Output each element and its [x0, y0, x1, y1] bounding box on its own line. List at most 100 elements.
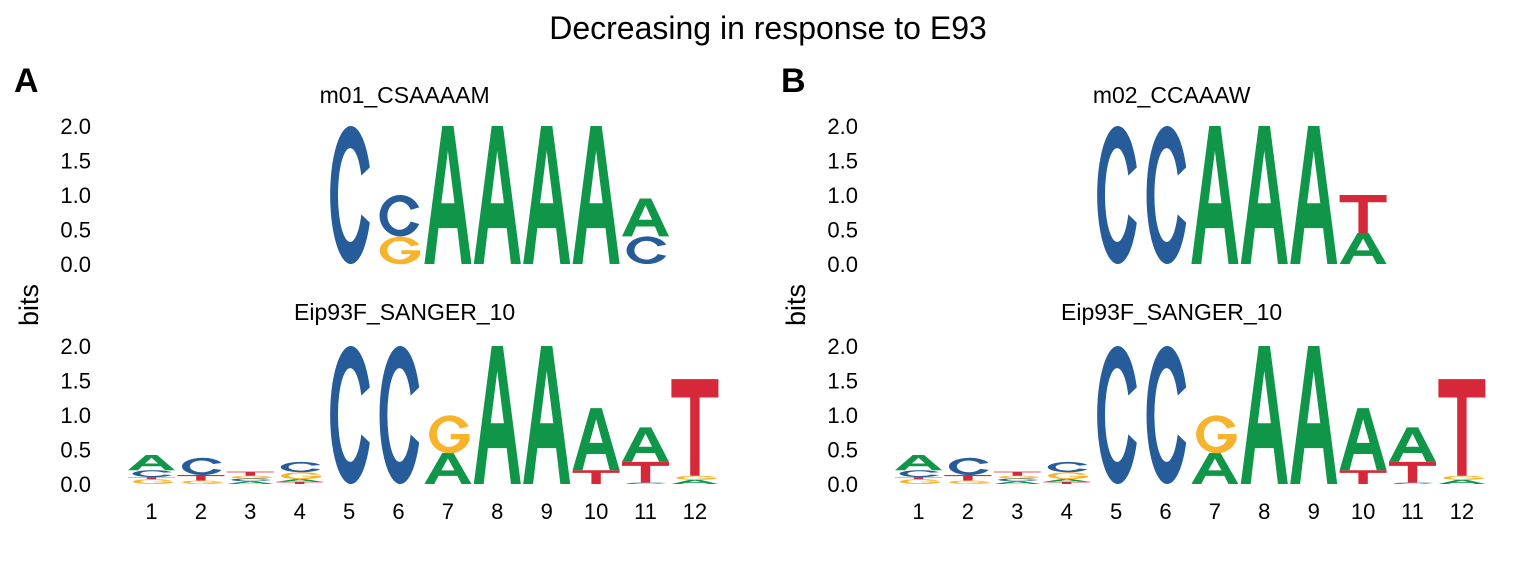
logo-letter-a — [128, 455, 175, 471]
logo-letter-t — [128, 477, 175, 480]
logo-letter-c — [1047, 461, 1088, 473]
logo-letter-c — [330, 126, 370, 264]
logo-letter-a — [226, 481, 274, 484]
logo-letter-c — [626, 236, 667, 264]
logo-title: m01_CSAAAAM — [320, 82, 490, 108]
logo-letter-a — [1043, 479, 1091, 482]
logo-letter-a — [1290, 346, 1338, 484]
y-axis-label: bits — [781, 284, 811, 326]
logo-letter-c — [1146, 126, 1187, 264]
logo-letter-c — [1393, 482, 1434, 484]
x-tick-label: 6 — [1159, 499, 1171, 524]
logo-letter-a — [572, 408, 620, 471]
logo-letter-g — [429, 415, 470, 454]
logo-letter-a — [1240, 346, 1288, 484]
logo-letter-c — [1097, 346, 1137, 484]
logo-letter-t — [572, 470, 620, 484]
x-tick-label: 10 — [1351, 499, 1375, 524]
x-tick-label: 3 — [244, 499, 256, 524]
logo-letter-a — [473, 346, 521, 484]
logo-letter-t — [1438, 379, 1486, 476]
logo-letter-t — [993, 471, 1041, 476]
logo-title: m02_CCAAAW — [1093, 82, 1251, 108]
x-tick-label: 11 — [634, 499, 657, 524]
y-tick-label: 0.0 — [60, 252, 91, 277]
y-tick-label: 1.5 — [60, 369, 91, 394]
logo-letter-c — [1146, 346, 1187, 484]
logo-letter-t — [622, 461, 669, 483]
logo-letter-c — [1097, 126, 1137, 264]
logo-letter-a — [572, 126, 620, 264]
x-tick-label: 12 — [683, 499, 707, 524]
y-tick-label: 1.0 — [60, 403, 91, 428]
logo-letter-c — [379, 195, 420, 237]
x-tick-label: 12 — [1450, 499, 1474, 524]
logo-letter-c — [948, 457, 989, 476]
logo-letter-g — [899, 479, 941, 485]
x-tick-label: 3 — [1011, 499, 1023, 524]
logo-letter-t — [944, 475, 992, 481]
x-tick-label: 1 — [145, 499, 157, 524]
y-tick-label: 1.0 — [827, 183, 858, 208]
logo-letter-g — [379, 236, 421, 265]
x-tick-label: 6 — [392, 499, 404, 524]
logo-letter-a — [895, 455, 942, 471]
logo-letter-a — [523, 126, 571, 264]
logo-letter-a — [1438, 479, 1486, 484]
x-tick-label: 5 — [1110, 499, 1122, 524]
logo-title: Eip93F_SANGER_10 — [1061, 299, 1282, 325]
logo-letter-g — [1196, 415, 1237, 454]
x-tick-label: 7 — [1209, 499, 1221, 524]
logo-letter-c — [231, 478, 271, 482]
panel-letter: A — [14, 62, 39, 100]
x-tick-label: 1 — [912, 499, 924, 524]
logo-letter-a — [473, 126, 521, 264]
logo-letter-a — [622, 198, 669, 237]
logo-letter-a — [1389, 427, 1436, 462]
figure-title: Decreasing in response to E93 — [549, 10, 987, 46]
logo-letter-a — [523, 346, 571, 484]
y-tick-label: 0.5 — [60, 218, 91, 243]
y-tick-label: 0.5 — [827, 218, 858, 243]
logo-letter-c — [379, 346, 420, 484]
logo-letter-t — [226, 471, 274, 476]
logo-letter-c — [998, 478, 1038, 482]
logo-letter-g — [1047, 472, 1089, 480]
logo-letter-t — [1339, 470, 1387, 484]
x-tick-label: 7 — [442, 499, 454, 524]
x-tick-label: 10 — [584, 499, 608, 524]
logo-letter-a — [1290, 126, 1338, 264]
y-tick-label: 2.0 — [827, 114, 858, 139]
y-tick-label: 1.5 — [827, 149, 858, 174]
logo-letter-c — [330, 346, 370, 484]
logo-letter-g — [998, 475, 1039, 479]
logo-letter-c — [132, 470, 173, 478]
logo-letter-c — [181, 457, 222, 476]
logo-letter-t — [276, 481, 324, 484]
x-tick-label: 8 — [491, 499, 503, 524]
logo-letter-g — [280, 472, 322, 480]
logo-title: Eip93F_SANGER_10 — [294, 299, 515, 325]
x-tick-label: 2 — [962, 499, 974, 524]
logo-letter-a — [276, 479, 324, 482]
logo-letter-t — [1043, 481, 1091, 484]
y-tick-label: 1.0 — [827, 403, 858, 428]
logo-letter-t — [895, 477, 942, 480]
logo-letter-a — [671, 479, 719, 484]
y-tick-label: 2.0 — [827, 334, 858, 359]
logo-letter-g — [182, 480, 223, 485]
y-tick-label: 1.0 — [60, 183, 91, 208]
logo-letter-t — [177, 475, 225, 481]
logo-letter-a — [1339, 408, 1387, 471]
y-tick-label: 0.5 — [827, 438, 858, 463]
x-tick-label: 4 — [294, 499, 306, 524]
logo-letter-c — [280, 461, 321, 473]
logo-letter-a — [1240, 126, 1288, 264]
logo-letter-g — [1443, 475, 1484, 480]
logo-letter-g — [231, 475, 272, 479]
x-tick-label: 11 — [1401, 499, 1424, 524]
x-tick-label: 4 — [1061, 499, 1073, 524]
